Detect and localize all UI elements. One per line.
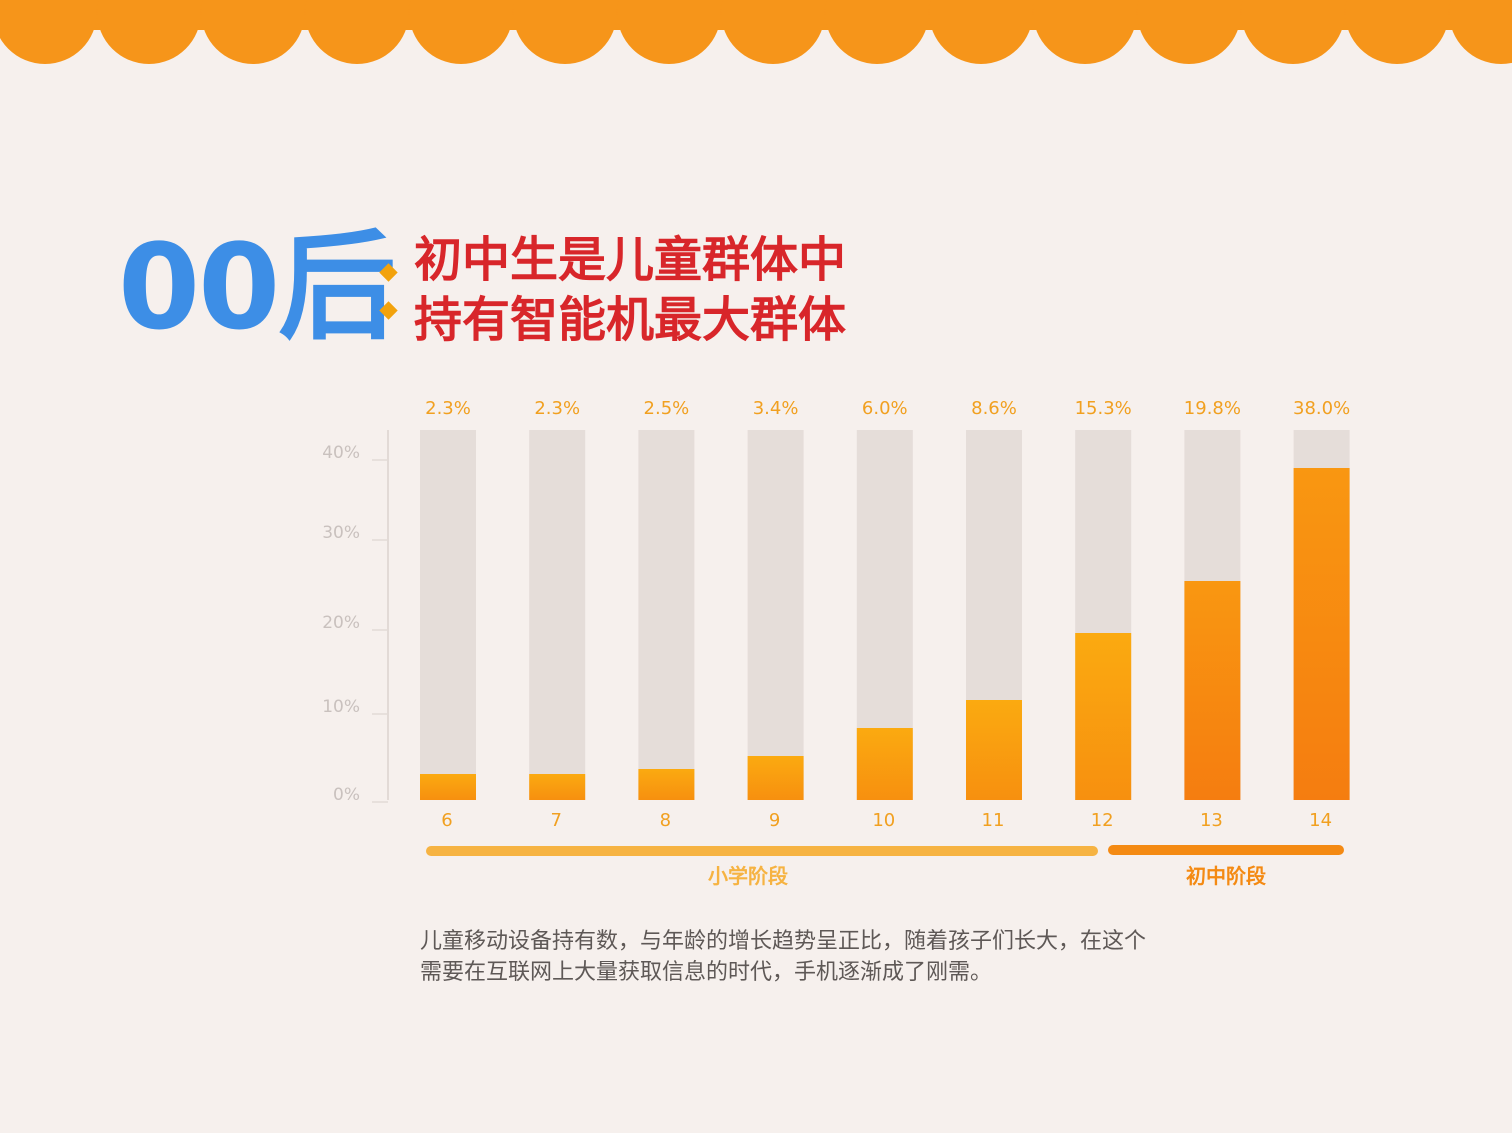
- scallop-shape: [97, 0, 201, 64]
- bar-6: [420, 774, 476, 800]
- category-label: 9: [769, 810, 780, 831]
- description-line-1: 儿童移动设备持有数，与年龄的增长趋势呈正比，随着孩子们长大，在这个: [420, 929, 1147, 954]
- bar-track: [638, 430, 695, 800]
- value-label: 15.3%: [1075, 398, 1132, 419]
- group-label-middle: 初中阶段: [1186, 864, 1266, 888]
- category-label: 12: [1091, 810, 1114, 831]
- scallop-shape: [513, 0, 617, 64]
- group-bar-middle: [1108, 845, 1344, 855]
- category-label: 10: [872, 810, 895, 831]
- headline-line-2: 持有智能机最大群体: [414, 292, 847, 348]
- scallop-shape: [305, 0, 409, 64]
- category-label: 8: [660, 810, 671, 831]
- bar-11: [966, 700, 1022, 800]
- bar-7: [529, 774, 586, 800]
- value-label: 2.3%: [425, 398, 471, 419]
- headline-big-text: 00后: [118, 218, 396, 356]
- scallop-shape: [1449, 0, 1512, 64]
- value-label: 6.0%: [862, 398, 908, 419]
- y-tick-label: 40%: [322, 443, 360, 463]
- value-label: 3.4%: [753, 398, 799, 419]
- bar-12: [1075, 633, 1132, 800]
- bar-13: [1184, 581, 1241, 800]
- value-label: 2.5%: [644, 398, 690, 419]
- bar-track: [529, 430, 586, 800]
- scallop-shape: [825, 0, 929, 64]
- scallop-shape: [617, 0, 721, 64]
- y-tick-label: 20%: [322, 613, 360, 633]
- scalloped-top-border: [0, 0, 1512, 64]
- y-tick-label: 10%: [322, 697, 360, 717]
- value-label: 8.6%: [971, 398, 1017, 419]
- category-label: 11: [982, 810, 1005, 831]
- bar-10: [856, 728, 913, 800]
- headline: 00后 初中生是儿童群体中 持有智能机最大群体: [118, 222, 918, 362]
- y-tick-label: 0%: [333, 785, 360, 805]
- scallop-shape: [0, 0, 97, 64]
- bar-8: [638, 769, 695, 800]
- bar-track: [420, 430, 476, 800]
- value-label: 19.8%: [1184, 398, 1241, 419]
- headline-line-1: 初中生是儿童群体中: [414, 232, 847, 288]
- value-label: 38.0%: [1293, 398, 1350, 419]
- scallop-shape: [929, 0, 1033, 64]
- category-label: 14: [1309, 810, 1332, 831]
- group-bar-primary: [426, 846, 1098, 856]
- scallop-shape: [409, 0, 513, 64]
- category-label: 7: [550, 810, 561, 831]
- scallop-shape: [721, 0, 825, 64]
- scallop-shape: [1137, 0, 1241, 64]
- scallop-shape: [1033, 0, 1137, 64]
- category-label: 6: [441, 810, 452, 831]
- group-label-primary: 小学阶段: [708, 864, 788, 888]
- value-label: 2.3%: [534, 398, 580, 419]
- bar-track: [747, 430, 804, 800]
- description-line-2: 需要在互联网上大量获取信息的时代，手机逐渐成了刚需。: [420, 960, 993, 985]
- scallop-shape: [1345, 0, 1449, 64]
- scallop-shape: [1241, 0, 1345, 64]
- description: 儿童移动设备持有数，与年龄的增长趋势呈正比，随着孩子们长大，在这个 需要在互联网…: [420, 926, 1280, 988]
- category-label: 13: [1200, 810, 1223, 831]
- scallop-shape: [201, 0, 305, 64]
- y-tick-label: 30%: [322, 523, 360, 543]
- bar-9: [747, 756, 804, 800]
- bar-14: [1293, 468, 1350, 800]
